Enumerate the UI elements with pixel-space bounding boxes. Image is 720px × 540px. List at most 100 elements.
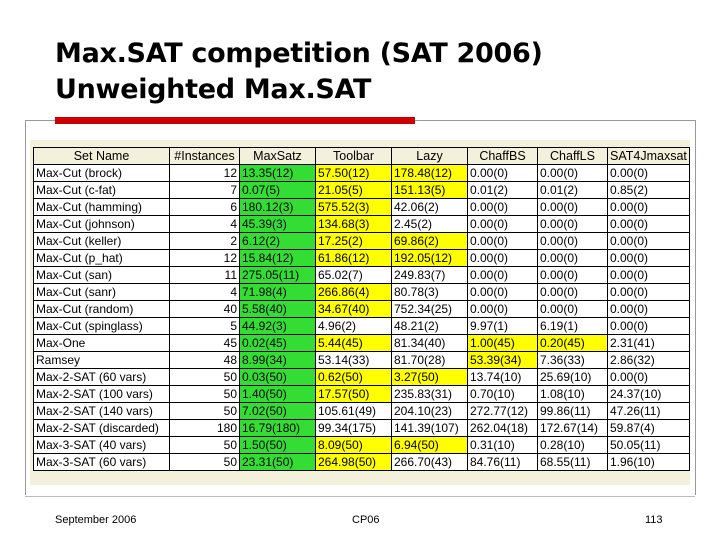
- table-cell: 180: [169, 419, 240, 437]
- table-row: Max-Cut (c-fat) 7 0.07(5) 21.05(5) 151.13(5)…: [33, 181, 690, 199]
- table-cell: 192.05(12): [391, 249, 468, 267]
- table-cell: 57.50(12): [315, 164, 392, 182]
- table-header-row: Set Name #Instances MaxSatz Toolbar Lazy Chaf…: [33, 147, 690, 165]
- table-cell: 23.31(50): [239, 453, 316, 471]
- table-cell: 48.21(2): [391, 317, 468, 335]
- set-name-cell: Max-Cut (brock): [33, 164, 170, 182]
- set-name-cell: Max-Cut (sanr): [33, 283, 170, 301]
- set-name-cell: Max-Cut (johnson): [33, 215, 170, 233]
- table-cell: 0.31(10): [467, 436, 538, 454]
- table-row: Max-Cut (p_hat) 12 15.84(12) 61.86(12) 192.0…: [33, 249, 690, 267]
- table-cell: 17.57(50): [315, 385, 392, 403]
- table-cell: 0.00(0): [467, 164, 538, 182]
- table-cell: 0.00(0): [467, 249, 538, 267]
- table-cell: 48: [169, 351, 240, 369]
- table-cell: 0.00(0): [537, 215, 608, 233]
- table-row: Max-3-SAT (40 vars) 50 1.50(50) 8.09(50) 6.9…: [33, 436, 690, 454]
- table-cell: 5: [169, 317, 240, 335]
- table-cell: 84.76(11): [467, 453, 538, 471]
- table-cell: 50: [169, 453, 240, 471]
- title-accent-bar: [55, 117, 415, 124]
- table-row: Max-2-SAT (60 vars) 50 0.03(50) 0.62(50) 3.2…: [33, 368, 690, 386]
- table-cell: 3.27(50): [391, 368, 468, 386]
- table-cell: 61.86(12): [315, 249, 392, 267]
- slide-title-line1: Max.SAT competition (SAT 2006): [55, 38, 543, 69]
- table-cell: 752.34(25): [391, 300, 468, 318]
- table-cell: 0.00(0): [467, 198, 538, 216]
- table-cell: 71.98(4): [239, 283, 316, 301]
- table-cell: 0.00(0): [467, 266, 538, 284]
- table-cell: 50: [169, 368, 240, 386]
- table-cell: 0.07(5): [239, 181, 316, 199]
- set-name-cell: Max-3-SAT (40 vars): [33, 436, 170, 454]
- table-cell: 15.84(12): [239, 249, 316, 267]
- table-row: Max-Cut (hamming) 6 180.12(3) 575.52(3) 42.0…: [33, 198, 690, 216]
- table-cell: 141.39(107): [391, 419, 468, 437]
- table-cell: 1.08(10): [537, 385, 608, 403]
- table-cell: 50: [169, 436, 240, 454]
- right-border: [695, 120, 696, 495]
- table-cell: 2: [169, 232, 240, 250]
- table-cell: 4.96(2): [315, 317, 392, 335]
- table-cell: 99.86(11): [537, 402, 608, 420]
- table-row: Max-2-SAT (discarded) 180 16.79(180) 99.34(…: [33, 419, 690, 437]
- table-cell: 11: [169, 266, 240, 284]
- set-name-cell: Max-2-SAT (100 vars): [33, 385, 170, 403]
- table-cell: 0.00(0): [467, 215, 538, 233]
- table-cell: 24.37(10): [607, 385, 690, 403]
- table-cell: 0.70(10): [467, 385, 538, 403]
- table-cell: 6.94(50): [391, 436, 468, 454]
- set-name-cell: Max-Cut (keller): [33, 232, 170, 250]
- table-cell: 13.74(10): [467, 368, 538, 386]
- table-cell: 7: [169, 181, 240, 199]
- table-cell: 2.45(2): [391, 215, 468, 233]
- table-row: Max-2-SAT (140 vars) 50 7.02(50) 105.61(49)…: [33, 402, 690, 420]
- set-name-cell: Max-Cut (hamming): [33, 198, 170, 216]
- table-cell: 272.77(12): [467, 402, 538, 420]
- column-header: MaxSatz: [239, 147, 316, 165]
- table-row: Max-Cut (random) 40 5.58(40) 34.67(40) 752.3…: [33, 300, 690, 318]
- table-cell: 172.67(14): [537, 419, 608, 437]
- table-cell: 81.70(28): [391, 351, 468, 369]
- set-name-cell: Max-2-SAT (140 vars): [33, 402, 170, 420]
- table-cell: 0.00(0): [537, 198, 608, 216]
- table-cell: 68.55(11): [537, 453, 608, 471]
- table-cell: 13.35(12): [239, 164, 316, 182]
- table-row: Max-Cut (keller) 2 6.12(2) 17.25(2) 69.86(2)…: [33, 232, 690, 250]
- table-cell: 50: [169, 402, 240, 420]
- table-cell: 42.06(2): [391, 198, 468, 216]
- table-cell: 0.00(0): [537, 232, 608, 250]
- table-cell: 50.05(11): [607, 436, 690, 454]
- table-row: Max-3-SAT (60 vars) 50 23.31(50) 264.98(50)…: [33, 453, 690, 471]
- table-cell: 178.48(12): [391, 164, 468, 182]
- table-cell: 21.05(5): [315, 181, 392, 199]
- table-cell: 99.34(175): [315, 419, 392, 437]
- table-cell: 249.83(7): [391, 266, 468, 284]
- table-cell: 204.10(23): [391, 402, 468, 420]
- table-cell: 0.00(0): [537, 266, 608, 284]
- column-header: #Instances: [169, 147, 240, 165]
- table-cell: 4: [169, 283, 240, 301]
- table-cell: 53.39(34): [467, 351, 538, 369]
- table-cell: 0.00(0): [467, 232, 538, 250]
- table-cell: 0.00(0): [607, 300, 690, 318]
- table-cell: 34.67(40): [315, 300, 392, 318]
- column-header: ChaffLS: [537, 147, 608, 165]
- results-table: Set Name #Instances MaxSatz Toolbar Lazy Chaf…: [33, 147, 690, 471]
- table-cell: 53.14(33): [315, 351, 392, 369]
- table-cell: 69.86(2): [391, 232, 468, 250]
- table-row: Max-Cut (johnson) 4 45.39(3) 134.68(3) 2.45(…: [33, 215, 690, 233]
- table-row: Max-2-SAT (100 vars) 50 1.40(50) 17.57(50) 2…: [33, 385, 690, 403]
- table-cell: 0.62(50): [315, 368, 392, 386]
- table-cell: 6.12(2): [239, 232, 316, 250]
- table-row: Max-Cut (san) 11 275.05(11) 65.02(7) 249.83(…: [33, 266, 690, 284]
- column-header: SAT4Jmaxsat: [607, 147, 690, 165]
- table-cell: 0.02(45): [239, 334, 316, 352]
- table-cell: 0.00(0): [537, 249, 608, 267]
- table-cell: 275.05(11): [239, 266, 316, 284]
- table-cell: 47.26(11): [607, 402, 690, 420]
- set-name-cell: Max-3-SAT (60 vars): [33, 453, 170, 471]
- table-cell: 0.00(0): [607, 266, 690, 284]
- table-cell: 6: [169, 198, 240, 216]
- table-cell: 45: [169, 334, 240, 352]
